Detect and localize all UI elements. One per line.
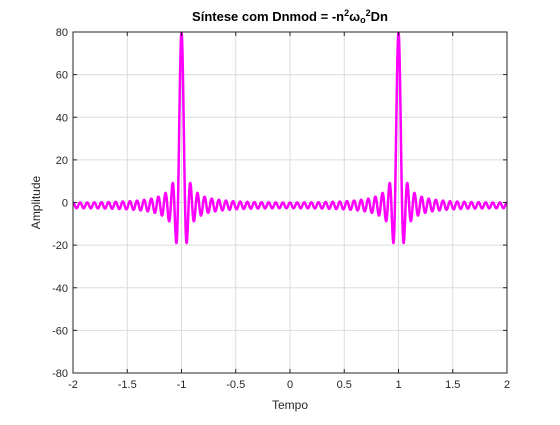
x-tick-label: 0.5 [337,379,352,391]
chart-title-part: Dn [371,9,388,24]
plot-series [73,32,507,245]
y-tick-label: -20 [52,240,68,252]
chart-title-subscript: o [360,15,366,25]
y-tick-label: 80 [56,27,68,39]
y-tick-label: -80 [52,368,68,380]
chart-title-superscript: 2 [344,8,349,18]
axis-ticks: -2 -1.5 -1 -0.5 0 0.5 1 1.5 2 -80 -60 -40 -20 0 20 40 60… [52,27,510,391]
x-tick-label: -2 [68,379,78,391]
y-tick-label: 40 [56,112,68,124]
x-axis-label: Tempo [272,398,308,412]
chart-title-superscript: 2 [366,8,371,18]
y-tick-label: 20 [56,155,68,167]
x-tick-label: -0.5 [226,379,245,391]
x-tick-label: 1.5 [445,379,460,391]
y-tick-label: -60 [52,325,68,337]
y-tick-label: 60 [56,70,68,82]
y-tick-label: 0 [62,198,68,210]
chart-title: Síntese com Dnmod = -n2ωo2Dn [192,8,388,25]
x-tick-label: 1 [395,379,401,391]
y-tick-label: -40 [52,283,68,295]
series-line [73,32,507,245]
chart-title-omega: ω [349,9,360,24]
x-tick-label: 2 [504,379,510,391]
x-tick-label: -1 [177,379,187,391]
y-axis-label: Amplitude [29,176,43,230]
x-tick-label: 0 [287,379,293,391]
x-tick-label: -1.5 [118,379,137,391]
chart-title-part: Síntese com Dnmod = -n [192,9,344,24]
